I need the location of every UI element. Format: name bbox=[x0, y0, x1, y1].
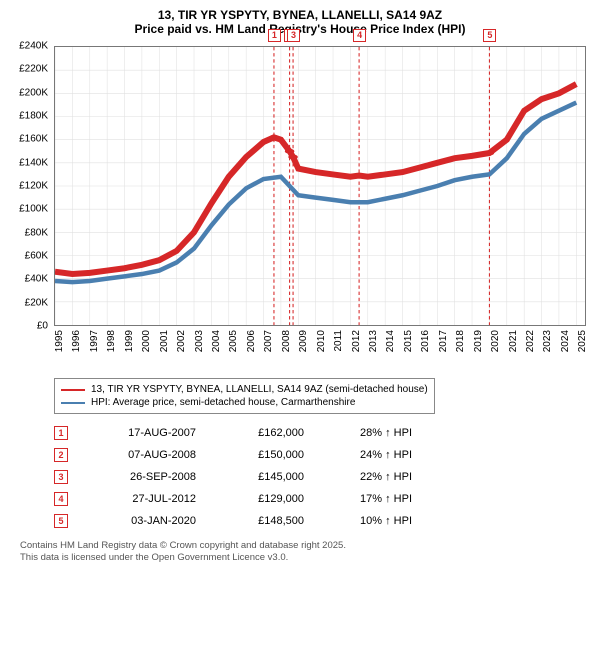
x-tick-label: 2014 bbox=[385, 330, 396, 352]
sales-row: 2 07-AUG-2008 £150,000 24% ↑ HPI bbox=[54, 444, 590, 466]
x-tick-label: 2001 bbox=[159, 330, 170, 352]
sales-row-date: 17-AUG-2007 bbox=[86, 427, 196, 439]
sales-row-price: £148,500 bbox=[214, 515, 304, 527]
legend-item: 13, TIR YR YSPYTY, BYNEA, LLANELLI, SA14… bbox=[61, 383, 428, 396]
legend-label: HPI: Average price, semi-detached house,… bbox=[91, 397, 355, 408]
x-axis-ticks: 1995 1996 1997 1998 1999 2000 2001 2002 2003 2004… bbox=[54, 328, 586, 372]
sales-row-pct: 24% ↑ HPI bbox=[322, 449, 412, 461]
x-tick-label: 2008 bbox=[281, 330, 292, 352]
sales-row-price: £145,000 bbox=[214, 471, 304, 483]
x-tick-label: 2010 bbox=[316, 330, 327, 352]
sales-row-pct: 17% ↑ HPI bbox=[322, 493, 412, 505]
chart-svg bbox=[55, 47, 585, 325]
sales-row-marker: 5 bbox=[54, 514, 68, 528]
sales-row: 1 17-AUG-2007 £162,000 28% ↑ HPI bbox=[54, 422, 590, 444]
x-tick-label: 2023 bbox=[542, 330, 553, 352]
x-tick-label: 2017 bbox=[438, 330, 449, 352]
sales-row-pct: 28% ↑ HPI bbox=[322, 427, 412, 439]
sales-row-date: 03-JAN-2020 bbox=[86, 515, 196, 527]
sale-marker-box: 5 bbox=[483, 29, 496, 42]
x-tick-label: 2006 bbox=[246, 330, 257, 352]
legend-item: HPI: Average price, semi-detached house,… bbox=[61, 396, 428, 409]
legend-label: 13, TIR YR YSPYTY, BYNEA, LLANELLI, SA14… bbox=[91, 384, 428, 395]
page-container: 13, TIR YR YSPYTY, BYNEA, LLANELLI, SA14… bbox=[0, 0, 600, 650]
sales-row-marker: 3 bbox=[54, 470, 68, 484]
sales-row-price: £129,000 bbox=[214, 493, 304, 505]
y-tick-label: £20K bbox=[25, 297, 48, 308]
y-tick-label: £240K bbox=[19, 41, 48, 52]
x-tick-label: 1999 bbox=[124, 330, 135, 352]
y-tick-label: £220K bbox=[19, 64, 48, 75]
sales-row-date: 07-AUG-2008 bbox=[86, 449, 196, 461]
x-tick-label: 2013 bbox=[368, 330, 379, 352]
footer-attribution: Contains HM Land Registry data © Crown c… bbox=[20, 540, 590, 565]
x-tick-label: 2015 bbox=[403, 330, 414, 352]
x-tick-label: 2024 bbox=[560, 330, 571, 352]
x-tick-label: 2018 bbox=[455, 330, 466, 352]
x-tick-label: 2005 bbox=[228, 330, 239, 352]
sales-row-price: £162,000 bbox=[214, 427, 304, 439]
sales-row-marker: 4 bbox=[54, 492, 68, 506]
chart-area: £0 £20K £40K £60K £80K £100K £120K £140K £160K £1… bbox=[10, 42, 590, 372]
x-tick-label: 2021 bbox=[508, 330, 519, 352]
sales-row: 3 26-SEP-2008 £145,000 22% ↑ HPI bbox=[54, 466, 590, 488]
sales-row-pct: 10% ↑ HPI bbox=[322, 515, 412, 527]
x-tick-label: 2016 bbox=[420, 330, 431, 352]
legend-swatch bbox=[61, 389, 85, 391]
y-tick-label: £120K bbox=[19, 181, 48, 192]
title-address: 13, TIR YR YSPYTY, BYNEA, LLANELLI, SA14… bbox=[10, 8, 590, 22]
x-tick-label: 2011 bbox=[333, 330, 344, 352]
x-tick-label: 2022 bbox=[525, 330, 536, 352]
y-tick-label: £0 bbox=[37, 321, 48, 332]
x-tick-label: 2025 bbox=[577, 330, 588, 352]
sales-row-date: 27-JUL-2012 bbox=[86, 493, 196, 505]
x-tick-label: 1996 bbox=[71, 330, 82, 352]
x-tick-label: 2000 bbox=[141, 330, 152, 352]
y-axis-ticks: £0£20K£40K£60K£80K£100K£120K£140K£160K£1… bbox=[10, 46, 52, 326]
sale-marker-box: 1 bbox=[268, 29, 281, 42]
sales-row-date: 26-SEP-2008 bbox=[86, 471, 196, 483]
sales-row-marker: 2 bbox=[54, 448, 68, 462]
y-tick-label: £160K bbox=[19, 134, 48, 145]
chart-legend: 13, TIR YR YSPYTY, BYNEA, LLANELLI, SA14… bbox=[54, 378, 435, 414]
x-tick-label: 2007 bbox=[263, 330, 274, 352]
sales-row: 4 27-JUL-2012 £129,000 17% ↑ HPI bbox=[54, 488, 590, 510]
x-tick-label: 1997 bbox=[89, 330, 100, 352]
x-tick-label: 2020 bbox=[490, 330, 501, 352]
x-tick-label: 2019 bbox=[473, 330, 484, 352]
sales-row-marker: 1 bbox=[54, 426, 68, 440]
x-tick-label: 2009 bbox=[298, 330, 309, 352]
x-tick-label: 2003 bbox=[194, 330, 205, 352]
y-tick-label: £140K bbox=[19, 157, 48, 168]
x-tick-label: 2004 bbox=[211, 330, 222, 352]
sales-row-pct: 22% ↑ HPI bbox=[322, 471, 412, 483]
y-tick-label: £40K bbox=[25, 274, 48, 285]
x-tick-label: 2002 bbox=[176, 330, 187, 352]
sales-row: 5 03-JAN-2020 £148,500 10% ↑ HPI bbox=[54, 510, 590, 532]
legend-swatch bbox=[61, 402, 85, 404]
y-tick-label: £60K bbox=[25, 251, 48, 262]
y-tick-label: £100K bbox=[19, 204, 48, 215]
y-tick-label: £80K bbox=[25, 227, 48, 238]
sale-marker-box: 4 bbox=[353, 29, 366, 42]
x-tick-label: 2012 bbox=[351, 330, 362, 352]
sale-marker-box: 3 bbox=[287, 29, 300, 42]
sales-row-price: £150,000 bbox=[214, 449, 304, 461]
footer-line-1: Contains HM Land Registry data © Crown c… bbox=[20, 540, 590, 552]
sales-table: 1 17-AUG-2007 £162,000 28% ↑ HPI 2 07-AUG-200… bbox=[54, 422, 590, 532]
chart-plot: 12345 bbox=[54, 46, 586, 326]
x-tick-label: 1995 bbox=[54, 330, 65, 352]
footer-line-2: This data is licensed under the Open Gov… bbox=[20, 552, 590, 564]
y-tick-label: £200K bbox=[19, 87, 48, 98]
x-tick-label: 1998 bbox=[106, 330, 117, 352]
y-tick-label: £180K bbox=[19, 111, 48, 122]
